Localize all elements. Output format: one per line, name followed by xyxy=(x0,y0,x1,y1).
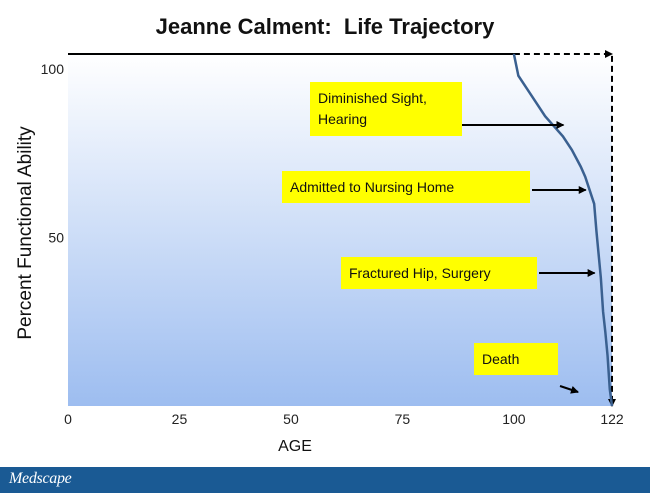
x-tick-label: 50 xyxy=(283,411,299,427)
annotation-arrow xyxy=(559,385,579,394)
annotation-box xyxy=(341,257,537,289)
x-tick-label: 25 xyxy=(172,411,188,427)
annotation-box xyxy=(282,171,530,203)
y-axis-label: Percent Functional Ability xyxy=(15,126,36,340)
y-tick-label: 50 xyxy=(48,230,64,246)
x-axis-label: AGE xyxy=(278,438,312,455)
annotation-label: Death xyxy=(482,351,519,367)
annotation-box xyxy=(310,82,462,136)
medscape-logo: Medscape xyxy=(9,470,72,487)
chart-title: Jeanne Calment: Life Trajectory xyxy=(155,14,495,39)
annotation-label: Fractured Hip, Surgery xyxy=(349,265,491,281)
x-tick-label: 122 xyxy=(600,411,624,427)
y-tick-label: 100 xyxy=(41,61,65,77)
plot-background xyxy=(68,54,612,406)
annotation-label: Admitted to Nursing Home xyxy=(290,179,454,195)
annotation-label: Hearing xyxy=(318,111,367,127)
x-tick-label: 75 xyxy=(395,411,411,427)
projection-dashed-line xyxy=(513,53,616,407)
x-tick-label: 0 xyxy=(64,411,72,427)
annotation-label: Diminished Sight, xyxy=(318,90,427,106)
decline-curve xyxy=(512,53,614,407)
x-tick-label: 100 xyxy=(502,411,526,427)
footer-bar: Medscape xyxy=(0,467,650,493)
annotation-box xyxy=(474,343,558,375)
